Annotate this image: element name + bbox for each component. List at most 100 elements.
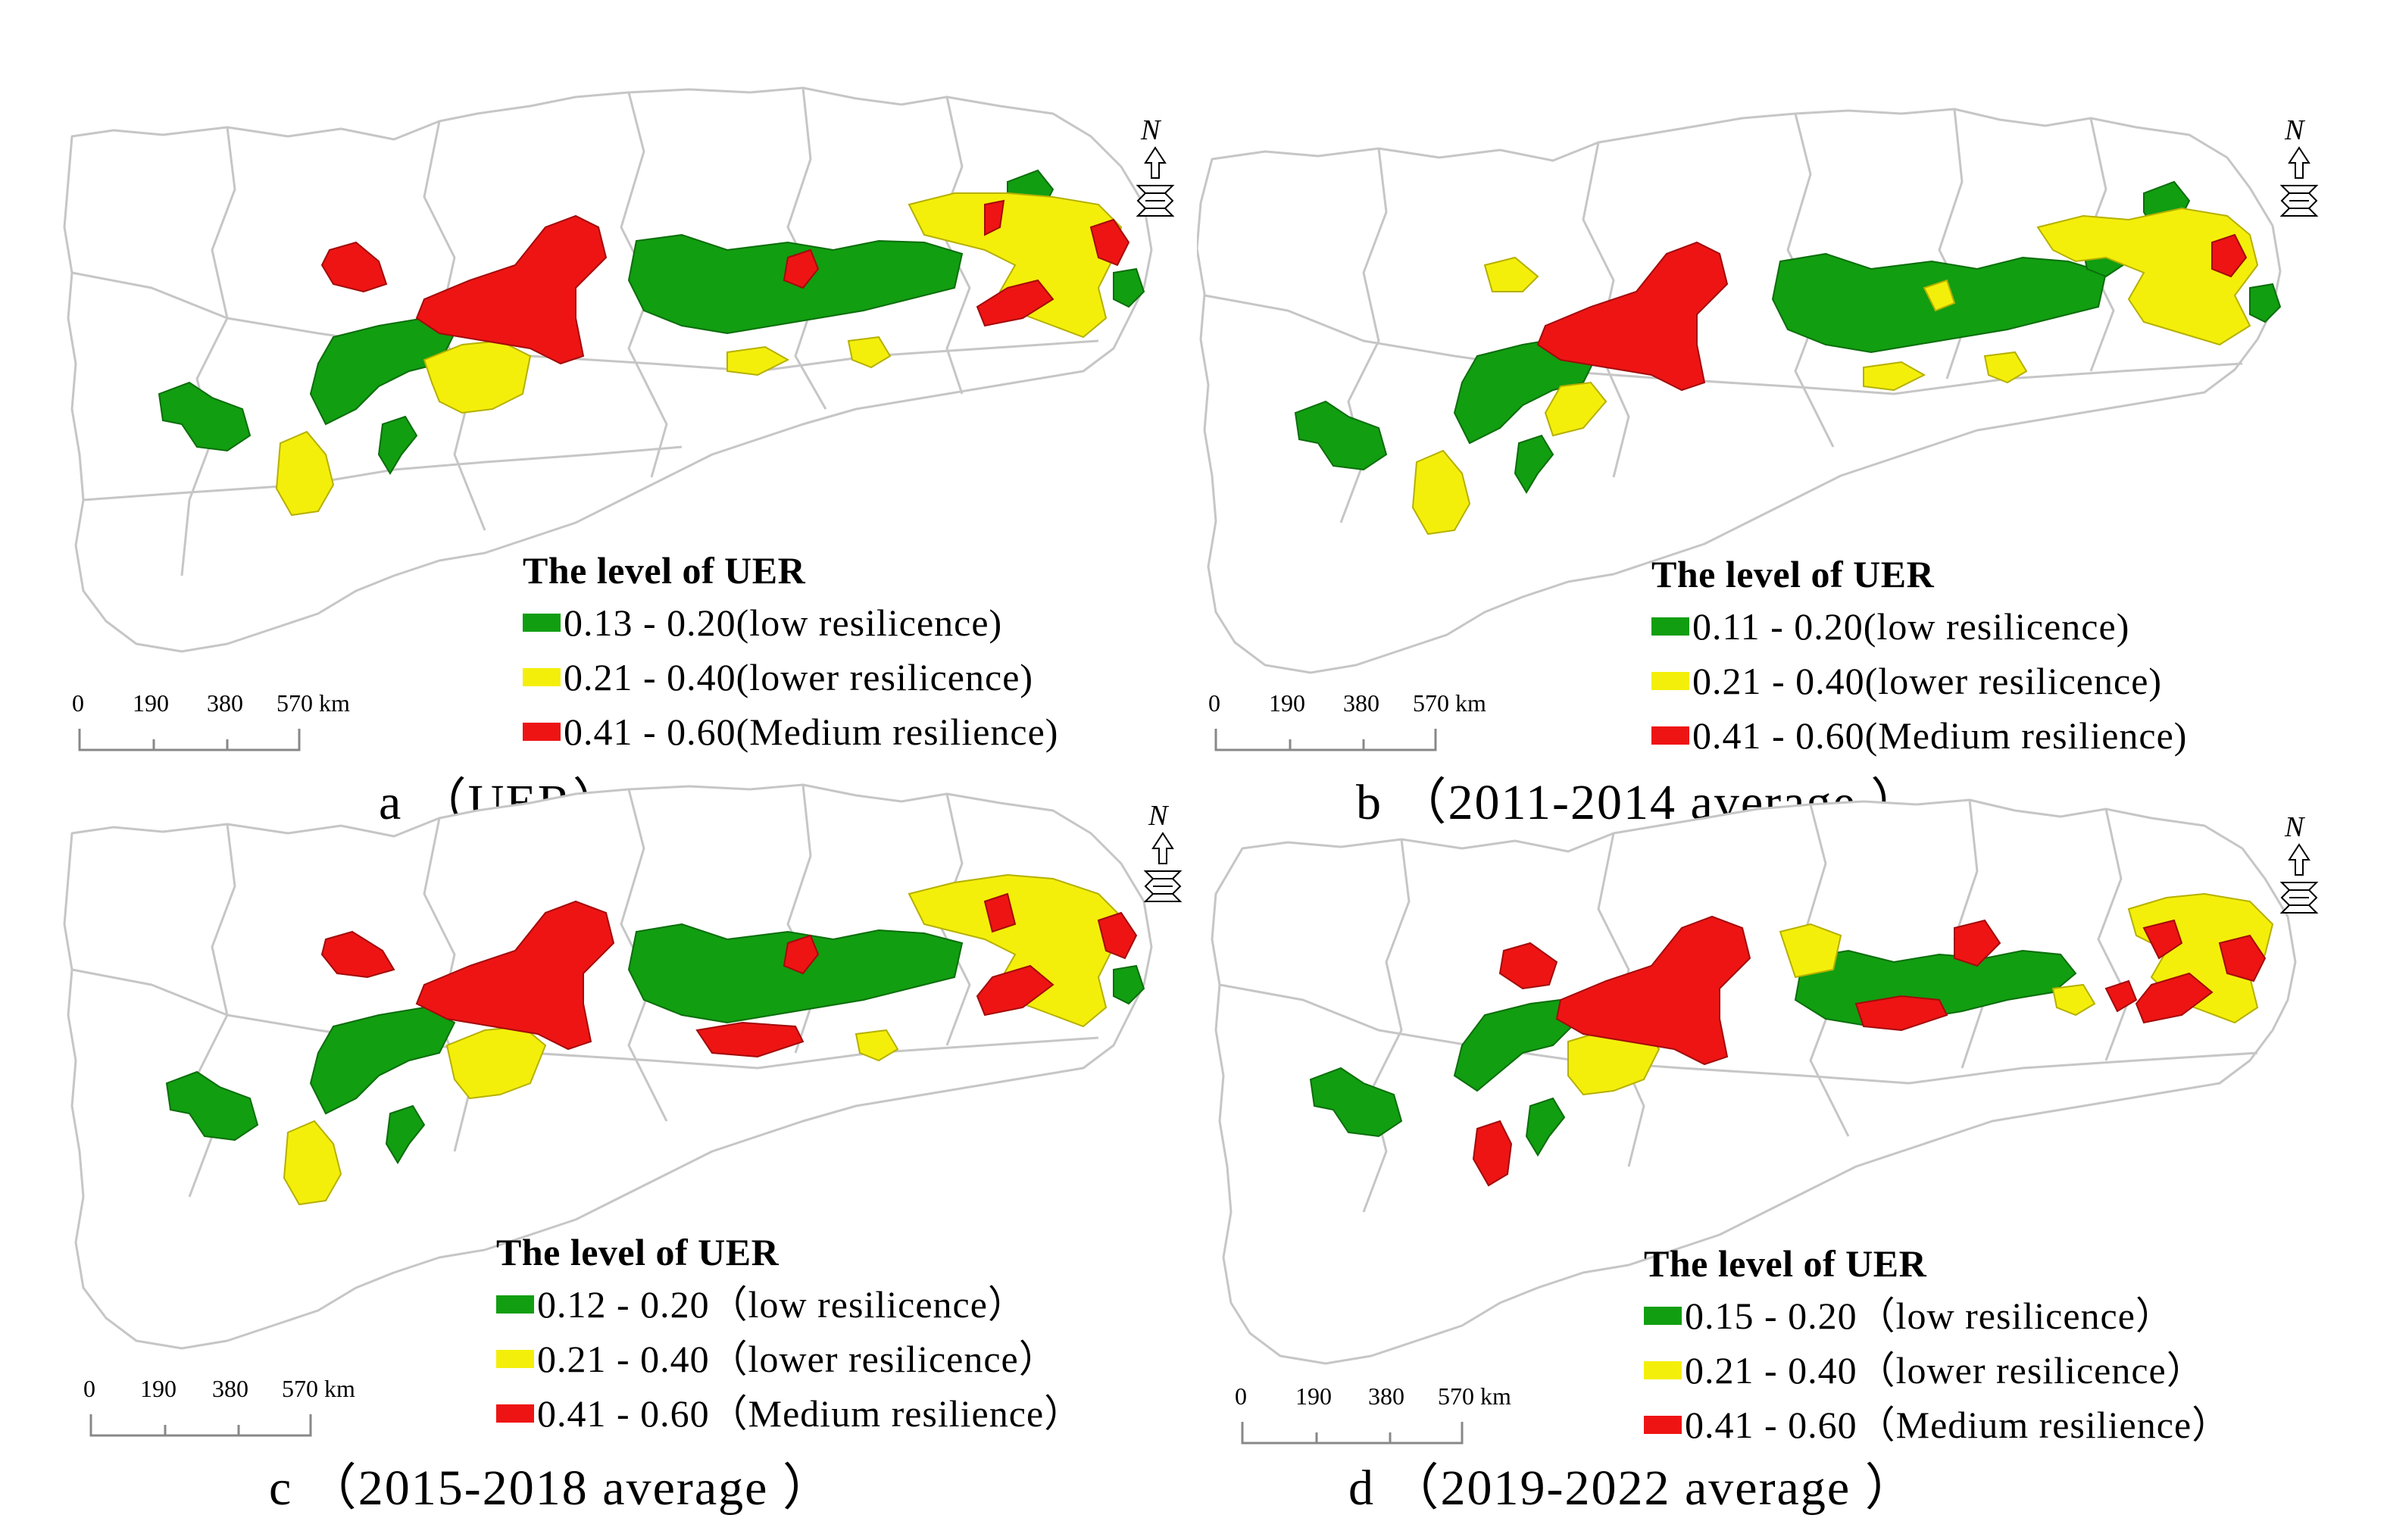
- north-arrow: N: [1129, 114, 1182, 227]
- region-red-shanghai: [1097, 911, 1138, 960]
- region-green-coast: [2249, 283, 2282, 323]
- scale-bar-line: [89, 1414, 312, 1437]
- region-yellow-south-east: [1983, 351, 2028, 384]
- region-green-central-west: [1453, 998, 1577, 1092]
- region-green-west: [1309, 1067, 1403, 1138]
- legend-item-yellow: 0.21 - 0.40(lower resilicence): [523, 650, 1058, 704]
- legend-swatch-red: [523, 723, 561, 741]
- legend-a: The level of UER 0.13 - 0.20(low resilic…: [523, 545, 1058, 759]
- region-red-northwest: [320, 241, 388, 293]
- caption-d: d （2019-2022 average ）: [1348, 1460, 1917, 1516]
- region-red-northwest: [1498, 942, 1558, 990]
- cities-yellow: [283, 873, 1123, 1206]
- region-yellow-central: [1544, 381, 1607, 437]
- map-a: [63, 86, 1153, 653]
- basemap-outline: [1211, 798, 2297, 1365]
- north-arrow-icon: [1143, 832, 1183, 902]
- region-yellow-north: [1923, 279, 1956, 312]
- region-red-shanghai: [1089, 218, 1130, 267]
- region-red-shanghai: [2211, 233, 2248, 278]
- region-red-shanghai: [2218, 934, 2267, 982]
- legend-item-green: 0.11 - 0.20(low resilicence): [1651, 599, 2187, 654]
- basemap-outline: [1197, 108, 2282, 674]
- basemap-outline: [63, 86, 1153, 653]
- cities-red: [1472, 915, 2267, 1187]
- region-red-delta-west: [2104, 979, 2138, 1013]
- region-red-delta-south: [976, 964, 1054, 1017]
- scale-bar-line: [1214, 729, 1437, 751]
- region-red-delta-south: [976, 279, 1054, 327]
- region-red-south: [695, 1021, 805, 1058]
- region-yellow-south: [726, 345, 790, 376]
- region-red-southwest: [1472, 1120, 1513, 1187]
- region-red-east-central: [783, 934, 820, 975]
- legend-item-yellow: 0.21 - 0.40(lower resilicence): [1651, 654, 2187, 708]
- basemap-provinces: [63, 86, 1153, 653]
- region-red-central: [415, 900, 615, 1051]
- map-c: [63, 783, 1153, 1350]
- north-arrow-icon: [1136, 146, 1175, 217]
- legend-title: The level of UER: [1651, 553, 1935, 595]
- region-green-southwest: [1514, 434, 1554, 494]
- north-arrow-icon: [2279, 843, 2319, 914]
- scale-bar: 0 190 380 570 km: [83, 1375, 355, 1458]
- cities-yellow: [275, 192, 1123, 517]
- region-red-central: [1555, 915, 1751, 1066]
- scale-bar: 0 190 380 570 km: [72, 689, 350, 773]
- region-yellow-south: [1863, 361, 1926, 392]
- legend-item-green: 0.13 - 0.20(low resilicence): [523, 595, 1058, 650]
- north-arrow: N: [2273, 811, 2326, 924]
- legend-c: The level of UER 0.12 - 0.20（low resilic…: [496, 1227, 1083, 1441]
- legend-swatch-yellow: [496, 1350, 534, 1368]
- region-red-south: [1854, 995, 1948, 1032]
- region-red-east-central: [1954, 919, 2001, 967]
- region-green-west: [1294, 400, 1388, 471]
- region-red-east-central: [783, 248, 820, 289]
- legend-item-green: 0.15 - 0.20（low resilicence）: [1644, 1289, 2230, 1343]
- map-panel-a: N The level of UER 0.13 - 0.20(low resil…: [0, 0, 1182, 830]
- cities-yellow: [1411, 207, 2259, 536]
- scale-bar-line: [1241, 1422, 1464, 1445]
- region-yellow-southwest: [283, 1120, 342, 1206]
- region-green-west: [165, 1070, 259, 1142]
- legend-swatch-yellow: [523, 668, 561, 686]
- legend-swatch-green: [1651, 617, 1689, 636]
- legend-swatch-red: [496, 1404, 534, 1423]
- region-yellow-northwest: [1483, 256, 1539, 292]
- region-red-central: [415, 214, 608, 365]
- legend-swatch-green: [1644, 1307, 1682, 1325]
- region-red-delta-north: [983, 892, 1017, 933]
- legend-item-red: 0.41 - 0.60(Medium resilience): [523, 704, 1058, 759]
- region-yellow-central: [423, 339, 532, 414]
- region-yellow-south: [855, 1029, 899, 1062]
- cities-red: [1536, 233, 2248, 392]
- legend-swatch-yellow: [1651, 672, 1689, 690]
- map-panel-b: N The level of UER 0.11 - 0.20(low resil…: [1197, 0, 2379, 830]
- legend-swatch-yellow: [1644, 1361, 1682, 1379]
- north-arrow-icon: [2279, 146, 2319, 217]
- scale-bar-line: [78, 729, 301, 751]
- region-yellow-central: [445, 1025, 547, 1100]
- legend-swatch-green: [496, 1295, 534, 1314]
- map-d: [1211, 798, 2297, 1365]
- map-panel-c: N The level of UER 0.12 - 0.20（low resil…: [0, 773, 1183, 1530]
- legend-item-yellow: 0.21 - 0.40（lower resilicence）: [1644, 1343, 2230, 1398]
- legend-swatch-green: [523, 614, 561, 632]
- region-yellow-south-east: [847, 336, 892, 369]
- basemap-outline: [63, 783, 1153, 1350]
- region-red-delta-north: [984, 199, 1005, 236]
- region-green-coast: [1113, 964, 1145, 1005]
- legend-title: The level of UER: [496, 1231, 780, 1273]
- legend-item-red: 0.41 - 0.60（Medium resilience）: [1644, 1398, 2230, 1452]
- region-yellow-southwest: [275, 430, 335, 517]
- cities-red: [320, 892, 1138, 1058]
- basemap-provinces: [1211, 798, 2297, 1365]
- region-red-central: [1536, 241, 1729, 392]
- region-green-central-east: [627, 923, 964, 1024]
- legend-item-yellow: 0.21 - 0.40（lower resilicence）: [496, 1332, 1083, 1386]
- region-green-west: [158, 381, 252, 452]
- north-arrow: N: [2273, 114, 2326, 227]
- region-yellow-delta: [2036, 207, 2259, 346]
- legend-item-green: 0.12 - 0.20（low resilicence）: [496, 1277, 1083, 1332]
- region-red-delta-south: [2135, 972, 2214, 1024]
